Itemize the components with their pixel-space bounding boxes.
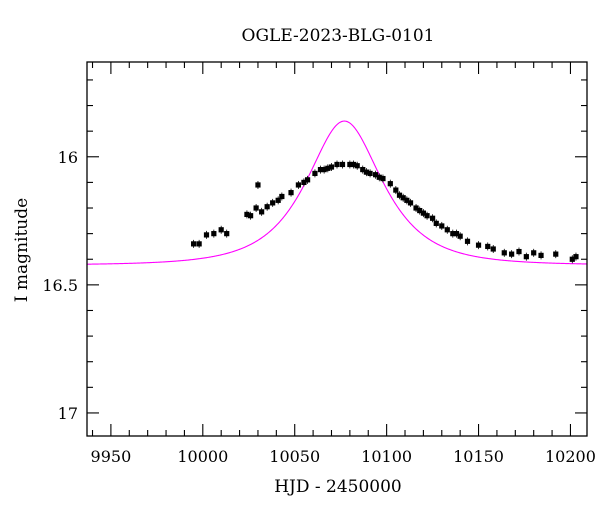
data-point [453, 231, 460, 237]
data-point [457, 233, 463, 239]
data-point [569, 256, 575, 262]
data-point [347, 161, 353, 168]
data-point [339, 161, 346, 168]
y-tick-label: 16 [58, 148, 78, 167]
data-point [444, 227, 450, 233]
data-point [196, 241, 202, 247]
data-point [433, 220, 439, 226]
chart-title: OGLE-2023-BLG-0101 [242, 26, 435, 46]
data-point [407, 200, 414, 206]
data-point [259, 209, 265, 215]
data-point [248, 213, 254, 219]
data-point [295, 182, 301, 188]
data-point [373, 172, 379, 178]
data-point [396, 192, 403, 198]
data-point [279, 193, 285, 200]
data-point [450, 231, 456, 237]
x-tick-label: 10050 [269, 447, 320, 466]
data-point [501, 250, 507, 256]
data-point [380, 175, 386, 182]
data-point [393, 187, 399, 193]
data-point [464, 238, 471, 244]
data-point [490, 246, 496, 252]
data-point [420, 210, 426, 216]
data-point [317, 166, 324, 173]
data-point [553, 251, 559, 257]
data-point [404, 197, 410, 203]
data-point [523, 254, 529, 260]
data-point [301, 179, 307, 185]
data-point [321, 166, 327, 173]
x-tick-label: 10150 [453, 447, 504, 466]
data-point [350, 161, 357, 168]
data-point [354, 163, 360, 169]
data-point [312, 170, 318, 177]
data-point [439, 223, 445, 229]
data-point [367, 170, 373, 177]
data-point [424, 213, 430, 219]
data-point [413, 205, 419, 211]
data-point [325, 165, 331, 171]
data-point [203, 232, 210, 238]
data-point [264, 204, 270, 210]
data-point [531, 250, 537, 256]
data-point [400, 195, 406, 201]
data-point [253, 205, 259, 211]
data-point [363, 169, 370, 175]
data-point [270, 200, 276, 206]
y-tick-label: 16.5 [42, 276, 78, 295]
x-axis-label: HJD - 2450000 [274, 477, 402, 497]
data-point [304, 177, 311, 183]
x-tick-labels: 9950 10000 10050 10100 10150 10200 [91, 447, 596, 466]
plot-frame [86, 61, 588, 437]
data-point [538, 252, 544, 258]
axis-ticks [87, 62, 587, 436]
x-tick-label: 10100 [361, 447, 412, 466]
data-point [275, 197, 281, 203]
data-point [244, 211, 250, 218]
data-point [509, 251, 515, 257]
x-tick-label: 10000 [177, 447, 228, 466]
data-point [573, 254, 579, 260]
data-point [288, 190, 294, 196]
data-point [218, 227, 224, 233]
data-point [516, 248, 522, 255]
data-point [417, 207, 423, 214]
model-curve [87, 120, 587, 265]
data-point [211, 231, 217, 237]
y-tick-labels: 16 16.5 17 [42, 148, 78, 423]
model-curve-layer [87, 120, 587, 265]
data-point [429, 215, 436, 221]
x-tick-label: 9950 [91, 447, 132, 466]
data-point [475, 242, 482, 248]
data-points-layer [191, 160, 579, 264]
x-tick-label: 10200 [545, 447, 596, 466]
data-point [334, 161, 340, 168]
data-point [376, 174, 382, 180]
data-point [224, 231, 230, 237]
data-point [191, 241, 197, 247]
data-point [328, 164, 335, 170]
y-axis-label: I magnitude [12, 198, 32, 302]
data-point [485, 243, 491, 250]
data-point [360, 166, 366, 173]
data-point [255, 182, 261, 188]
data-point [387, 181, 393, 187]
y-tick-label: 17 [58, 404, 78, 423]
